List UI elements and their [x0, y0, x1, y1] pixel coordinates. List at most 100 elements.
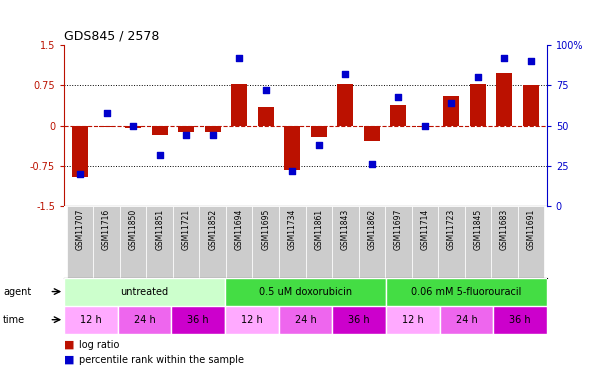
Bar — [67, 206, 93, 278]
Text: GSM11843: GSM11843 — [341, 209, 349, 250]
Point — [314, 142, 324, 148]
Text: 12 h: 12 h — [241, 315, 263, 325]
Text: GSM11691: GSM11691 — [527, 209, 535, 250]
Text: 0.5 uM doxorubicin: 0.5 uM doxorubicin — [259, 286, 352, 297]
Text: ■: ■ — [64, 355, 75, 365]
Bar — [279, 206, 306, 278]
Bar — [225, 306, 279, 334]
Text: percentile rank within the sample: percentile rank within the sample — [79, 355, 244, 365]
Bar — [98, 126, 114, 127]
Point — [447, 100, 456, 106]
Text: log ratio: log ratio — [79, 340, 120, 350]
Bar — [386, 306, 439, 334]
Text: agent: agent — [3, 286, 31, 297]
Text: 24 h: 24 h — [456, 315, 477, 325]
Text: GSM11861: GSM11861 — [314, 209, 323, 249]
Bar — [147, 206, 173, 278]
Text: 36 h: 36 h — [509, 315, 531, 325]
Bar — [390, 105, 406, 126]
Bar — [439, 306, 493, 334]
Bar — [385, 206, 412, 278]
Point — [340, 71, 350, 77]
Bar — [332, 306, 386, 334]
Bar — [523, 86, 539, 126]
Bar — [152, 126, 167, 135]
Bar — [332, 206, 359, 278]
Text: GDS845 / 2578: GDS845 / 2578 — [64, 30, 159, 42]
Bar — [226, 206, 252, 278]
Bar — [470, 84, 486, 126]
Point — [367, 161, 377, 167]
Text: time: time — [3, 315, 25, 325]
Bar — [64, 306, 118, 334]
Bar — [359, 206, 385, 278]
Bar — [464, 206, 491, 278]
Text: GSM11852: GSM11852 — [208, 209, 217, 249]
Text: GSM11845: GSM11845 — [474, 209, 483, 250]
Bar — [337, 84, 353, 126]
Bar — [64, 278, 225, 306]
Point — [234, 55, 244, 61]
Text: GSM11850: GSM11850 — [128, 209, 137, 250]
Bar — [252, 206, 279, 278]
Bar — [279, 306, 332, 334]
Text: 12 h: 12 h — [402, 315, 423, 325]
Bar — [172, 306, 225, 334]
Bar — [258, 107, 274, 126]
Bar — [412, 206, 438, 278]
Bar — [173, 206, 199, 278]
Text: GSM11721: GSM11721 — [181, 209, 191, 249]
Bar — [125, 126, 141, 128]
Bar — [205, 126, 221, 132]
Bar — [72, 126, 88, 177]
Point — [75, 171, 85, 177]
Bar — [491, 206, 518, 278]
Point — [473, 74, 483, 80]
Point — [181, 132, 191, 138]
Text: GSM11723: GSM11723 — [447, 209, 456, 250]
Point — [128, 123, 138, 129]
Text: ■: ■ — [64, 340, 75, 350]
Point — [393, 94, 403, 100]
Bar — [417, 126, 433, 127]
Bar — [231, 84, 247, 126]
Bar — [493, 306, 547, 334]
Text: GSM11697: GSM11697 — [394, 209, 403, 250]
Bar — [386, 278, 547, 306]
Bar — [438, 206, 464, 278]
Text: GSM11734: GSM11734 — [288, 209, 297, 250]
Point — [420, 123, 430, 129]
Text: 0.06 mM 5-fluorouracil: 0.06 mM 5-fluorouracil — [411, 286, 522, 297]
Point — [261, 87, 271, 93]
Text: GSM11694: GSM11694 — [235, 209, 244, 250]
Text: 24 h: 24 h — [134, 315, 155, 325]
Bar — [225, 278, 386, 306]
Text: GSM11707: GSM11707 — [76, 209, 84, 250]
Point — [155, 152, 164, 157]
Bar — [444, 96, 459, 126]
Bar — [497, 73, 513, 126]
Text: 12 h: 12 h — [80, 315, 102, 325]
Point — [208, 132, 218, 138]
Bar — [306, 206, 332, 278]
Bar — [311, 126, 327, 138]
Bar — [199, 206, 226, 278]
Point — [101, 110, 111, 116]
Bar — [93, 206, 120, 278]
Text: untreated: untreated — [120, 286, 169, 297]
Bar — [118, 306, 172, 334]
Bar — [178, 126, 194, 132]
Text: GSM11851: GSM11851 — [155, 209, 164, 249]
Point — [287, 168, 297, 174]
Text: 36 h: 36 h — [188, 315, 209, 325]
Text: GSM11716: GSM11716 — [102, 209, 111, 250]
Text: 24 h: 24 h — [295, 315, 316, 325]
Text: GSM11695: GSM11695 — [262, 209, 270, 250]
Text: GSM11683: GSM11683 — [500, 209, 509, 250]
Text: GSM11714: GSM11714 — [420, 209, 430, 250]
Point — [526, 58, 536, 64]
Bar — [518, 206, 544, 278]
Bar — [284, 126, 300, 170]
Bar — [364, 126, 380, 141]
Text: 36 h: 36 h — [348, 315, 370, 325]
